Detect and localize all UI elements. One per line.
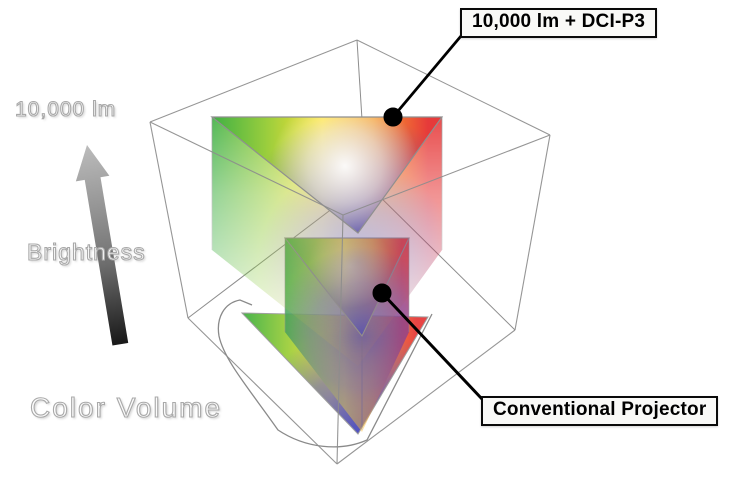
cube-top-front-right-edge <box>342 134 551 216</box>
callout-dot-bottom <box>372 283 392 303</box>
callout-line-top <box>391 35 463 118</box>
brightness-arrow <box>75 145 129 346</box>
dci-p3-gamut-top-face <box>210 116 444 234</box>
cube-top-back-left-edge <box>149 39 358 123</box>
callout-bottom-label: Conventional Projector <box>481 396 719 426</box>
cube-top-back-right-edge <box>356 39 551 136</box>
cube-bottom-front-left-edge <box>187 317 338 465</box>
cube-left-vertical-edge <box>149 121 189 319</box>
dci-p3-volume <box>210 116 444 366</box>
diagram-title: Color Volume <box>29 391 223 423</box>
cube-wireframe <box>149 39 551 465</box>
callout-dot-top <box>383 107 403 127</box>
chromaticity-horseshoe-outline <box>217 299 433 448</box>
cube-top-front-left-edge <box>149 121 344 216</box>
callout-line-bottom <box>380 291 484 401</box>
brightness-axis-label: Brightness <box>26 238 146 265</box>
axis-max-label: 10,000 lm <box>14 97 117 121</box>
cube-front-vertical-edge <box>336 214 344 465</box>
callout-top-label: 10,000 lm + DCI-P3 <box>460 8 658 38</box>
cube-right-vertical-edge <box>514 134 551 331</box>
callout-connectors <box>372 35 484 401</box>
cube-bottom-front-right-edge <box>336 329 516 465</box>
